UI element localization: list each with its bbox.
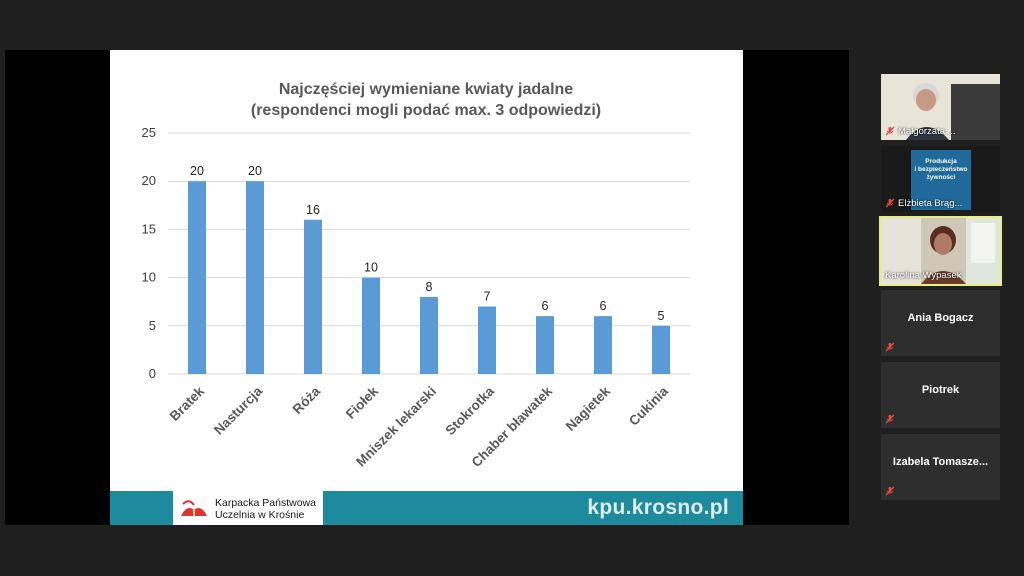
participant-video <box>881 74 1000 140</box>
participant-tile-4[interactable]: Ania Bogacz <box>881 290 1000 356</box>
participant-name: Piotrek <box>921 384 960 396</box>
data-label: 5 <box>658 309 665 323</box>
x-tick-label: Bratek <box>167 383 208 424</box>
screen-text: Produkcja i bezpieczeństwo żywności <box>914 158 968 181</box>
y-tick-label: 0 <box>149 366 156 381</box>
mic-muted-icon <box>885 126 895 136</box>
website-url: kpu.krosno.pl <box>587 496 729 519</box>
participant-tile-2[interactable]: Produkcja i bezpieczeństwo żywności Elżb… <box>881 146 1000 212</box>
slide-footer: Karpacka Państwowa Uczelnia w Krośnie kp… <box>110 491 743 525</box>
mic-muted-icon <box>885 486 895 496</box>
y-tick-label: 25 <box>142 125 156 140</box>
data-label: 20 <box>190 164 204 178</box>
bar-chart: Najczęściej wymieniane kwiaty jadalne (r… <box>142 81 690 470</box>
participant-name: Karolina Wypasek <box>885 270 962 281</box>
bar <box>188 181 206 374</box>
x-tick-label: Nasturcja <box>211 383 265 437</box>
mic-muted-icon <box>885 198 895 208</box>
participant-tile-1[interactable]: Małgorzata ... <box>881 74 1000 140</box>
data-label: 6 <box>600 299 607 313</box>
data-label: 10 <box>364 261 378 275</box>
data-label: 8 <box>426 280 433 294</box>
logo-line-1: Karpacka Państwowa <box>215 497 316 509</box>
x-tick-label: Róża <box>290 383 324 417</box>
bar <box>362 277 380 374</box>
mic-muted-icon <box>885 414 895 424</box>
bar <box>304 219 322 374</box>
presentation-slide: Najczęściej wymieniane kwiaty jadalne (r… <box>110 50 743 525</box>
bar <box>478 306 496 374</box>
bar <box>536 316 554 374</box>
bar <box>652 325 670 374</box>
participant-name: Małgorzata ... <box>898 126 956 137</box>
y-tick-label: 10 <box>142 270 156 285</box>
book-logo-icon <box>181 500 207 518</box>
x-tick-label: Cukinia <box>626 383 671 428</box>
x-tick-label: Fiołek <box>343 383 382 422</box>
participant-tile-6[interactable]: Izabela Tomasze... <box>881 434 1000 500</box>
y-tick-label: 5 <box>149 318 156 333</box>
participant-tile-3[interactable]: Karolina Wypasek <box>879 216 1002 286</box>
y-tick-label: 15 <box>142 221 156 236</box>
x-tick-label: Nagietek <box>563 383 614 434</box>
logo-line-2: Uczelnia w Krośnie <box>215 509 305 521</box>
bar <box>594 316 612 374</box>
bar <box>246 181 264 374</box>
participant-video <box>881 146 1000 212</box>
y-tick-label: 20 <box>142 173 156 188</box>
participant-tile-5[interactable]: Piotrek <box>881 362 1000 428</box>
data-label: 16 <box>306 203 320 217</box>
participant-video <box>881 218 1000 284</box>
participant-name: Izabela Tomasze... <box>892 456 989 468</box>
participant-name: Ania Bogacz <box>907 312 974 324</box>
data-label: 20 <box>248 164 262 178</box>
data-label: 6 <box>542 299 549 313</box>
bar <box>420 296 438 374</box>
university-logo: Karpacka Państwowa Uczelnia w Krośnie <box>173 491 323 525</box>
mic-muted-icon <box>885 342 895 352</box>
participant-name: Elżbieta Brąg... <box>898 198 963 209</box>
chart-subtitle: (respondenci mogli podać max. 3 odpowied… <box>251 102 601 119</box>
x-tick-label: Stokrotka <box>442 383 497 438</box>
data-label: 7 <box>484 290 491 304</box>
chart-title: Najczęściej wymieniane kwiaty jadalne <box>279 81 573 98</box>
